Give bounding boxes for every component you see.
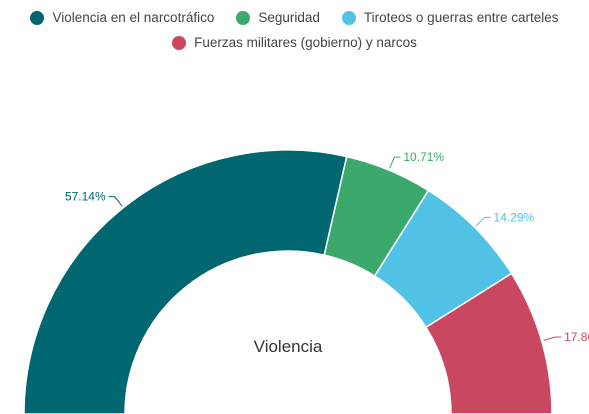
- legend-dot-icon: [341, 10, 356, 25]
- label-connector-1: [389, 156, 401, 169]
- label-connector-3: [543, 336, 562, 341]
- data-label-1: 10.71%: [403, 150, 444, 164]
- center-label: Violencia: [254, 337, 323, 356]
- legend-dot-icon: [172, 35, 187, 50]
- data-label-0: 57.14%: [65, 190, 106, 204]
- legend-label: Seguridad: [258, 10, 320, 25]
- legend-item-seguridad[interactable]: Seguridad: [236, 10, 320, 25]
- legend-dot-icon: [236, 10, 251, 25]
- slices-group: [23, 149, 553, 414]
- legend-dot-icon: [30, 10, 45, 25]
- slice-3[interactable]: [424, 272, 553, 414]
- legend-item-fuerzas-militares[interactable]: Fuerzas militares (gobierno) y narcos: [172, 35, 417, 50]
- legend-label: Tiroteos o guerras entre carteles: [363, 10, 559, 25]
- label-connector-0: [108, 196, 123, 207]
- data-label-3: 17.86%: [564, 330, 589, 344]
- legend-label: Violencia en el narcotráfico: [52, 10, 215, 25]
- connectors-group: [108, 156, 562, 341]
- slice-0[interactable]: [23, 149, 348, 414]
- legend-label: Fuerzas militares (gobierno) y narcos: [194, 35, 417, 50]
- legend-item-tiroteos[interactable]: Tiroteos o guerras entre carteles: [341, 10, 559, 25]
- data-label-2: 14.29%: [494, 210, 535, 224]
- legend-item-violencia[interactable]: Violencia en el narcotráfico: [30, 10, 214, 25]
- labels-group: 57.14% 10.71% 14.29% 17.86%: [65, 150, 589, 344]
- label-connector-2: [475, 216, 491, 227]
- legend: Violencia en el narcotráfico Seguridad T…: [0, 10, 589, 50]
